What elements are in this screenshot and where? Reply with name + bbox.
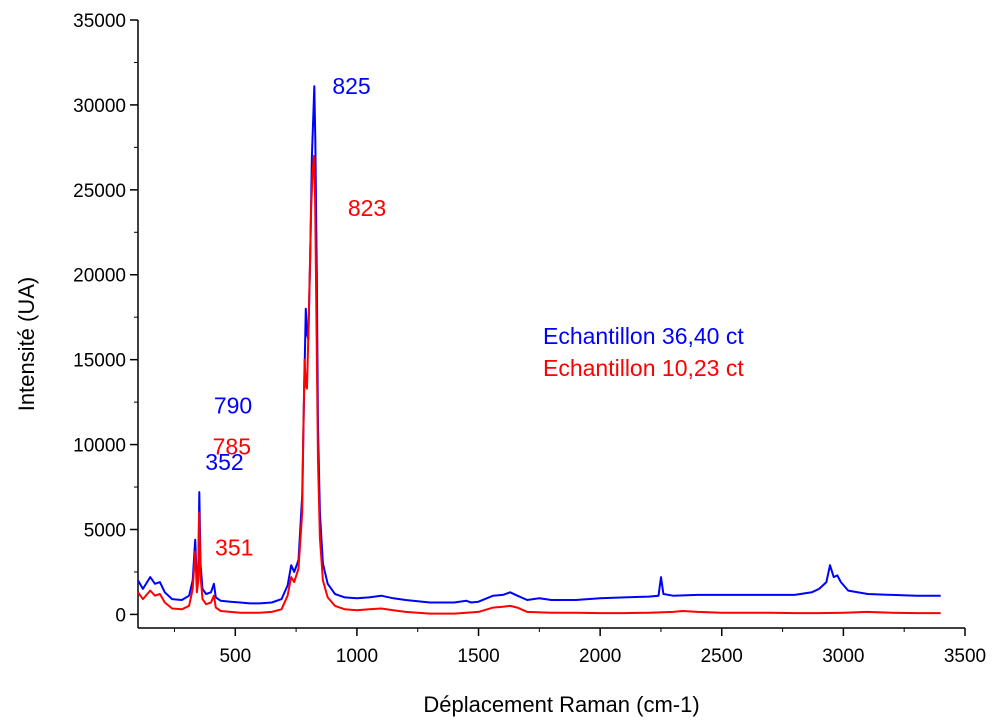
peak-label: 790	[214, 393, 252, 419]
peak-label: 825	[332, 73, 370, 99]
x-tick-label: 2000	[579, 646, 621, 667]
series-line-2	[137, 154, 941, 615]
x-tick-label: 3500	[944, 646, 986, 667]
series-line-1	[137, 85, 941, 605]
axes: 0 5000 10000 15000 20000 25000 30000 35000 500 10…	[73, 11, 986, 667]
y-tick-label: 35000	[73, 11, 126, 32]
x-tick-label: 1000	[336, 646, 378, 667]
x-tick-label: 500	[219, 646, 251, 667]
legend-entry-1: Echantillon 36,40 ct	[543, 323, 744, 349]
x-axis-title: Déplacement Raman (cm-1)	[423, 692, 699, 717]
peak-label: 785	[213, 434, 251, 460]
y-axis-title: Intensité (UA)	[14, 277, 39, 412]
y-tick-label: 25000	[73, 181, 126, 202]
y-tick-label: 20000	[73, 266, 126, 287]
peak-label: 823	[348, 195, 386, 221]
peak-label: 351	[215, 535, 253, 561]
y-tick-label: 5000	[84, 520, 126, 541]
y-tick-label: 10000	[73, 436, 126, 457]
y-tick-label: 30000	[73, 96, 126, 117]
x-tick-label: 3000	[822, 646, 864, 667]
data-series	[137, 85, 941, 615]
x-tick-label: 2500	[701, 646, 743, 667]
legend-entry-2: Echantillon 10,23 ct	[543, 355, 744, 381]
legend: Echantillon 36,40 ct Echantillon 10,23 ct	[543, 323, 744, 381]
y-tick-label: 0	[115, 605, 126, 626]
x-tick-label: 1500	[457, 646, 499, 667]
peak-label: 352	[205, 449, 243, 475]
y-tick-label: 15000	[73, 351, 126, 372]
